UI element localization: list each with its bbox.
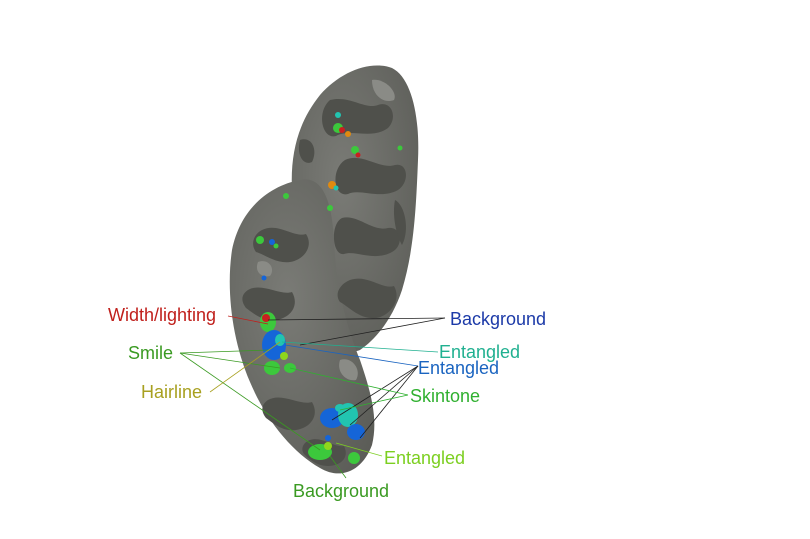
label-background-green: Background — [293, 481, 389, 501]
activation-blobs — [256, 112, 403, 464]
label-background-blue: Background — [450, 309, 546, 329]
sulcal-pattern — [242, 98, 406, 466]
leader-lines — [179, 315, 446, 479]
label-entangled-teal: Entangled — [439, 342, 520, 362]
label-entangled-blue: Entangled — [418, 358, 499, 378]
gyral-highlights — [256, 79, 395, 381]
label-skintone: Skintone — [410, 386, 480, 406]
label-smile: Smile — [128, 343, 173, 363]
label-entangled-green: Entangled — [384, 448, 465, 468]
region-labels: Width/lighting Smile Hairline Background… — [108, 305, 546, 501]
label-hairline: Hairline — [141, 382, 202, 402]
label-width-lighting: Width/lighting — [108, 305, 216, 325]
cortical-surface — [229, 65, 419, 474]
